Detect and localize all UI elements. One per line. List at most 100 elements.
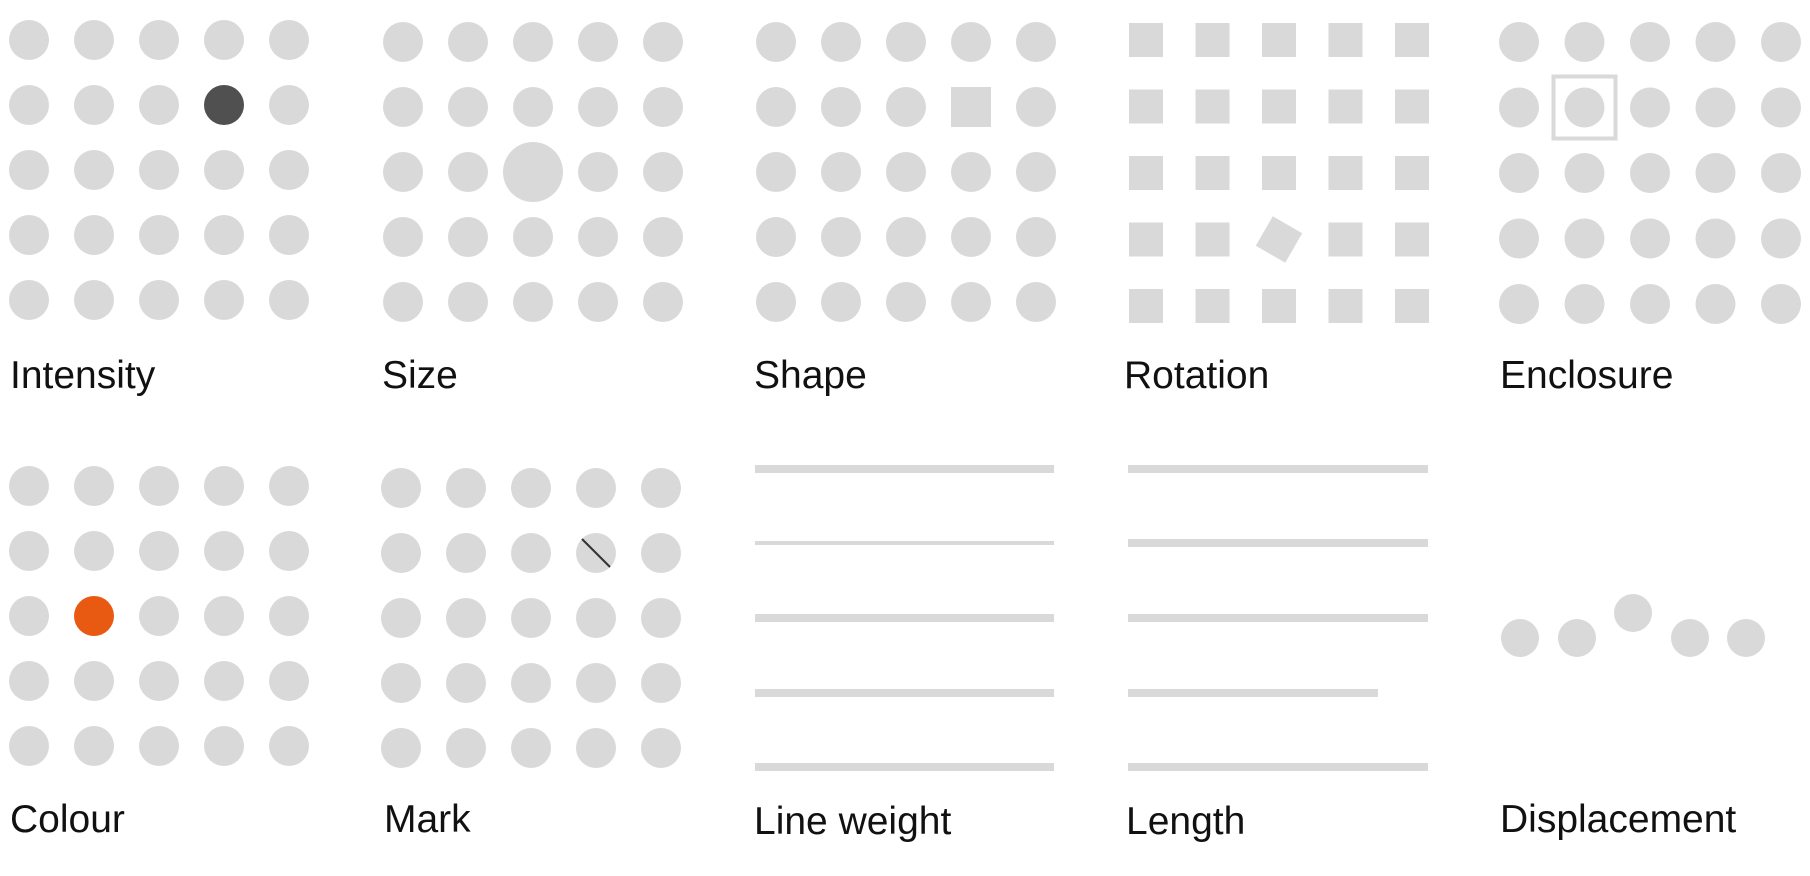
dot: [381, 468, 421, 508]
dot: [886, 22, 926, 62]
dot: [756, 152, 796, 192]
panel-colour: Colour: [9, 466, 309, 841]
label-colour: Colour: [10, 798, 125, 841]
dot: [204, 726, 244, 766]
dot: [204, 20, 244, 60]
dot: [1630, 22, 1670, 62]
dot: [1564, 284, 1605, 324]
dot: [643, 152, 683, 192]
dot: [204, 596, 244, 636]
enclosed-dot: [1564, 87, 1605, 128]
square: [1195, 23, 1230, 57]
raised-dot: [1614, 594, 1652, 632]
dot: [448, 22, 488, 62]
dot: [1564, 218, 1605, 259]
dot: [381, 533, 421, 573]
dot: [74, 150, 114, 190]
dot: [643, 282, 683, 322]
dot: [383, 87, 423, 127]
dot: [139, 20, 179, 60]
square: [1262, 289, 1296, 323]
dot: [74, 531, 114, 571]
dot: [578, 282, 618, 322]
label-intensity: Intensity: [10, 354, 156, 397]
square: [1328, 156, 1363, 190]
dot: [74, 85, 114, 125]
dot: [511, 663, 551, 703]
dot: [269, 466, 309, 506]
panel-rotation: Rotation: [1124, 23, 1429, 397]
label-line-weight: Line weight: [754, 800, 951, 843]
dot: [821, 282, 861, 322]
dot: [1695, 87, 1736, 128]
dot: [1761, 153, 1801, 193]
dot: [204, 280, 244, 320]
square: [1328, 222, 1363, 257]
dot: [448, 152, 488, 192]
dot: [1630, 218, 1670, 259]
dot: [204, 150, 244, 190]
dot: [513, 22, 553, 62]
dot: [513, 87, 553, 127]
dot: [821, 152, 861, 192]
dot: [1761, 284, 1801, 324]
square-mark: [951, 87, 991, 127]
dot: [756, 22, 796, 62]
dot: [513, 217, 553, 257]
dot: [576, 468, 616, 508]
dot: [576, 663, 616, 703]
panel-length: Length: [1126, 465, 1428, 843]
dot: [139, 596, 179, 636]
dot: [9, 215, 49, 255]
dot: [511, 533, 551, 573]
orange-dot: [74, 596, 114, 636]
dot: [1630, 153, 1670, 193]
dot: [139, 280, 179, 320]
dot: [1695, 284, 1736, 324]
square: [1262, 89, 1296, 124]
dot: [821, 87, 861, 127]
dot: [9, 85, 49, 125]
panel-enclosure: Enclosure: [1499, 22, 1801, 397]
square: [1195, 89, 1230, 124]
dot: [383, 217, 423, 257]
enclosure-box: [1551, 74, 1618, 141]
dot: [1761, 218, 1801, 259]
square: [1395, 289, 1429, 323]
dot: [511, 598, 551, 638]
dot: [1695, 22, 1736, 62]
dot: [1564, 22, 1605, 62]
dot: [269, 661, 309, 701]
dot: [511, 468, 551, 508]
dot: [641, 728, 681, 768]
dot: [951, 217, 991, 257]
dot: [1016, 87, 1056, 127]
square: [1129, 23, 1163, 57]
dot: [269, 85, 309, 125]
dot: [641, 598, 681, 638]
dot: [269, 20, 309, 60]
dot: [204, 215, 244, 255]
dot: [383, 282, 423, 322]
square: [1262, 156, 1296, 190]
label-shape: Shape: [754, 354, 867, 397]
square: [1129, 222, 1163, 257]
dot: [383, 152, 423, 192]
dot: [1761, 87, 1801, 128]
square: [1262, 23, 1296, 57]
square: [1395, 222, 1429, 257]
dot: [1016, 217, 1056, 257]
dot: [139, 215, 179, 255]
dot: [578, 152, 618, 192]
label-mark: Mark: [384, 798, 471, 841]
dot: [1695, 218, 1736, 259]
panel-displacement: Displacement: [1500, 594, 1765, 841]
dot: [576, 728, 616, 768]
dot: [1630, 284, 1670, 324]
dot: [446, 598, 486, 638]
dot: [578, 87, 618, 127]
slash-mark: [581, 538, 611, 568]
square: [1195, 289, 1230, 323]
dot: [139, 150, 179, 190]
dot: [756, 87, 796, 127]
